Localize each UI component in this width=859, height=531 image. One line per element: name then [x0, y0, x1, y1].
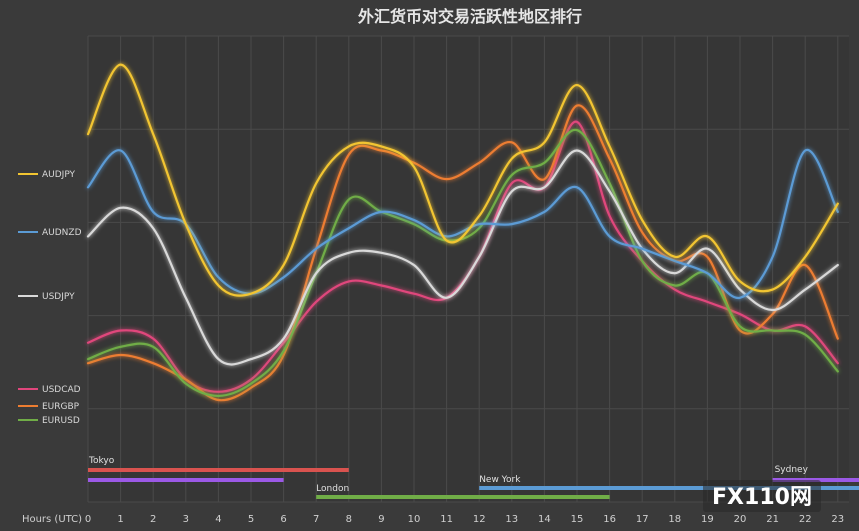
legend-layer: AUDJPY AUDNZD USDJPY USDCAD EURGBP EURUSD [18, 170, 82, 426]
x-tick-label: 1 [117, 514, 123, 525]
x-tick-label: 4 [215, 514, 221, 525]
x-tick-label: 23 [831, 514, 844, 525]
session-bar-new-york [479, 486, 859, 490]
x-tick-label: 18 [668, 514, 681, 525]
watermark-logo-text: FX110网 [712, 485, 812, 510]
axis-layer: Hours (UTC) 0 1 2 3 4 5 6 7 8 9 10 11 12 13 14 15 16 17 18… [22, 514, 844, 525]
x-tick-label: 3 [183, 514, 189, 525]
legend-label-eurgbp: EURGBP [42, 402, 80, 412]
x-tick-label: 21 [766, 514, 779, 525]
session-label-london: London [316, 484, 349, 494]
x-tick-label: 16 [603, 514, 616, 525]
x-tick-label: 14 [538, 514, 551, 525]
series-line-audjpy [86, 63, 839, 297]
session-label-new-york: New York [479, 475, 521, 485]
legend-label-audnzd: AUDNZD [42, 228, 82, 238]
watermark-logo: FX110网 [703, 480, 821, 512]
x-tick-label: 8 [346, 514, 352, 525]
x-tick-label: 5 [248, 514, 254, 525]
x-tick-label: 22 [799, 514, 812, 525]
x-tick-label: 11 [440, 514, 453, 525]
x-tick-label: 17 [636, 514, 649, 525]
session-label-tokyo: Tokyo [88, 456, 115, 466]
legend-label-usdjpy: USDJPY [42, 292, 75, 302]
plot-background [88, 36, 849, 502]
session-bar-tokyo [88, 468, 349, 472]
x-tick-label: 6 [280, 514, 286, 525]
series-layer [86, 63, 839, 402]
x-tick-label: 20 [734, 514, 747, 525]
chart-title: 外汇货币对交易活跃性地区排行 [357, 7, 582, 26]
x-tick-label: 19 [701, 514, 714, 525]
legend-label-eurusd: EURUSD [42, 416, 80, 426]
x-tick-label: 12 [473, 514, 486, 525]
legend-label-audjpy: AUDJPY [42, 170, 76, 180]
x-tick-label: 13 [505, 514, 518, 525]
x-tick-label: 7 [313, 514, 319, 525]
x-axis-label: Hours (UTC) [22, 514, 82, 525]
x-tick-label: 0 [85, 514, 91, 525]
series-line-usdjpy [86, 149, 839, 366]
session-bar-london [316, 495, 610, 499]
x-tick-label: 15 [571, 514, 584, 525]
x-tick-label: 2 [150, 514, 156, 525]
legend-label-usdcad: USDCAD [42, 385, 81, 395]
grid-layer [87, 35, 849, 503]
session-label-sydney: Sydney [775, 465, 809, 475]
x-tick-label: 9 [378, 514, 384, 525]
session-bar-tokyo [88, 478, 284, 482]
x-tick-label: 10 [408, 514, 421, 525]
series-line-eurgbp [86, 104, 839, 402]
